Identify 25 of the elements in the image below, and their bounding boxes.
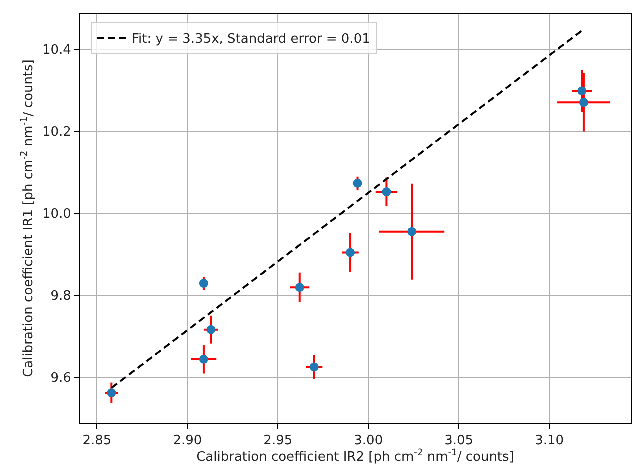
point [107, 388, 116, 398]
x-tick-label: 2.90 [173, 434, 202, 449]
point [346, 248, 356, 258]
x-tick-label: 2.85 [82, 434, 112, 449]
y-tick-label: 9.6 [50, 371, 72, 386]
x-tick-label: 3.05 [444, 434, 474, 449]
y-tick-label: 10.2 [42, 124, 72, 140]
point [295, 283, 304, 292]
point [353, 178, 362, 188]
point [382, 188, 392, 197]
x-tick-label: 2.95 [264, 434, 293, 449]
point [199, 279, 208, 288]
point [310, 362, 319, 372]
point [206, 325, 216, 334]
x-axis-title: Calibration coefficient IR2 [ph cm$^{-2}$ nm$^{-1}$/ counts] [196, 448, 514, 466]
point [578, 86, 587, 96]
point [199, 354, 208, 364]
y-tick-label: 10.0 [42, 206, 72, 222]
x-tick-label: 3.10 [535, 434, 564, 449]
y-tick-label: 10.4 [42, 42, 72, 58]
x-tick-label: 3.00 [354, 434, 384, 449]
legend-label: Fit: y = 3.35x, Standard error = 0.01 [132, 32, 370, 48]
point [579, 98, 588, 108]
y-tick-label: 9.8 [50, 288, 72, 304]
point [408, 227, 417, 236]
